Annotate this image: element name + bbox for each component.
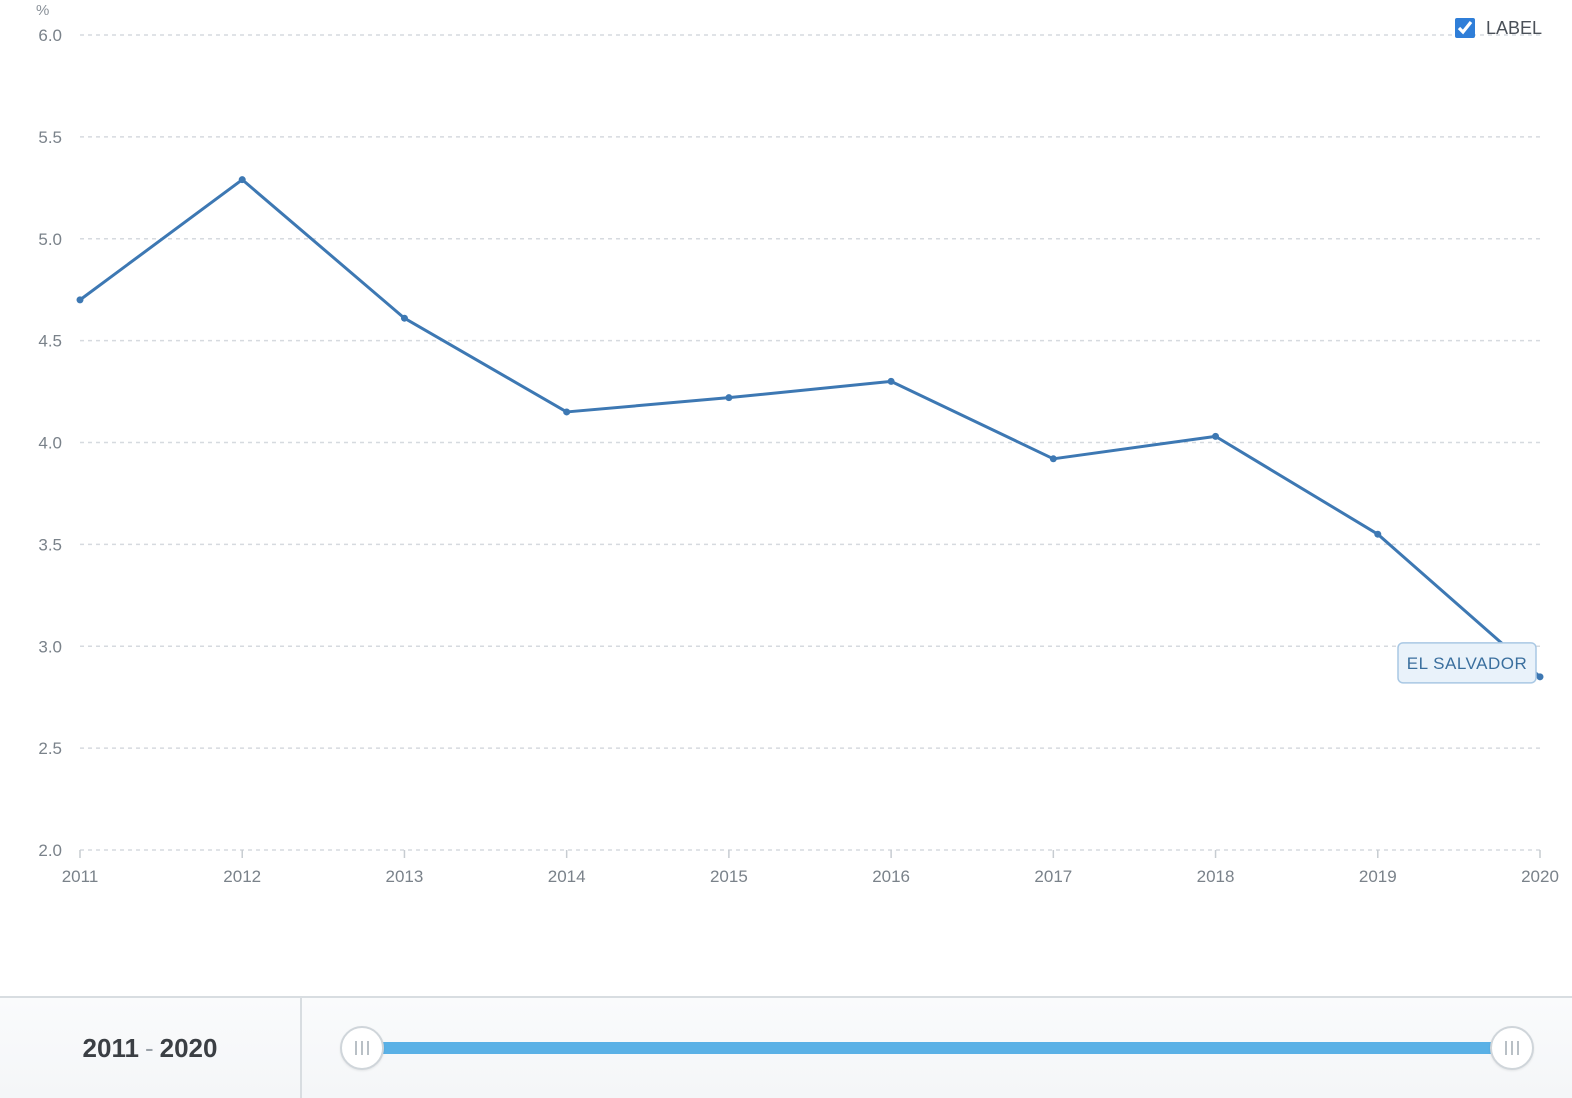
slider-handle-right[interactable] (1490, 1026, 1534, 1070)
series-marker (1537, 673, 1544, 680)
range-start-year: 2011 (83, 1033, 139, 1063)
series-marker (888, 378, 895, 385)
range-years-display: 2011-2020 (0, 998, 302, 1098)
x-tick-label: 2012 (223, 867, 261, 886)
series-marker (239, 176, 246, 183)
range-bar: 2011-2020 (0, 996, 1572, 1098)
chart-container: % 2.02.53.03.54.04.55.05.56.020112012201… (0, 0, 1572, 1098)
y-tick-label: 2.0 (38, 841, 62, 860)
y-tick-label: 3.5 (38, 535, 62, 554)
series-marker (1050, 455, 1057, 462)
range-slider[interactable] (302, 998, 1572, 1098)
x-tick-label: 2019 (1359, 867, 1397, 886)
x-tick-label: 2013 (386, 867, 424, 886)
range-end-year: 2020 (160, 1033, 218, 1063)
y-tick-label: 3.0 (38, 637, 62, 656)
y-tick-label: 5.5 (38, 128, 62, 147)
y-tick-label: 4.0 (38, 434, 62, 453)
x-tick-label: 2017 (1034, 867, 1072, 886)
series-marker (1212, 433, 1219, 440)
x-tick-label: 2018 (1197, 867, 1235, 886)
slider-track[interactable] (362, 1042, 1512, 1054)
x-tick-label: 2014 (548, 867, 586, 886)
range-separator: - (145, 1033, 154, 1063)
x-tick-label: 2020 (1521, 867, 1559, 886)
x-tick-label: 2016 (872, 867, 910, 886)
series-marker (563, 408, 570, 415)
series-marker (1374, 531, 1381, 538)
series-marker (401, 315, 408, 322)
series-marker (77, 296, 84, 303)
y-tick-label: 6.0 (38, 26, 62, 45)
series-line (80, 180, 1540, 677)
slider-handle-left[interactable] (340, 1026, 384, 1070)
legend-checkbox[interactable] (1455, 18, 1475, 38)
y-tick-label: 2.5 (38, 739, 62, 758)
legend-label: LABEL (1486, 18, 1542, 39)
x-tick-label: 2011 (62, 867, 99, 886)
line-chart: 2.0 2.5 3.0 3.5 4.0 4.5 5.0 5.5 6.0 2011 2012 2013 2… (0, 0, 1572, 1098)
y-tick-label: 4.5 (38, 332, 62, 351)
series-marker (725, 394, 732, 401)
y-tick-label: 5.0 (38, 230, 62, 249)
x-tick-label: 2015 (710, 867, 748, 886)
legend-item[interactable]: LABEL (1451, 15, 1542, 41)
series-end-label: EL SALVADOR (1407, 654, 1527, 673)
